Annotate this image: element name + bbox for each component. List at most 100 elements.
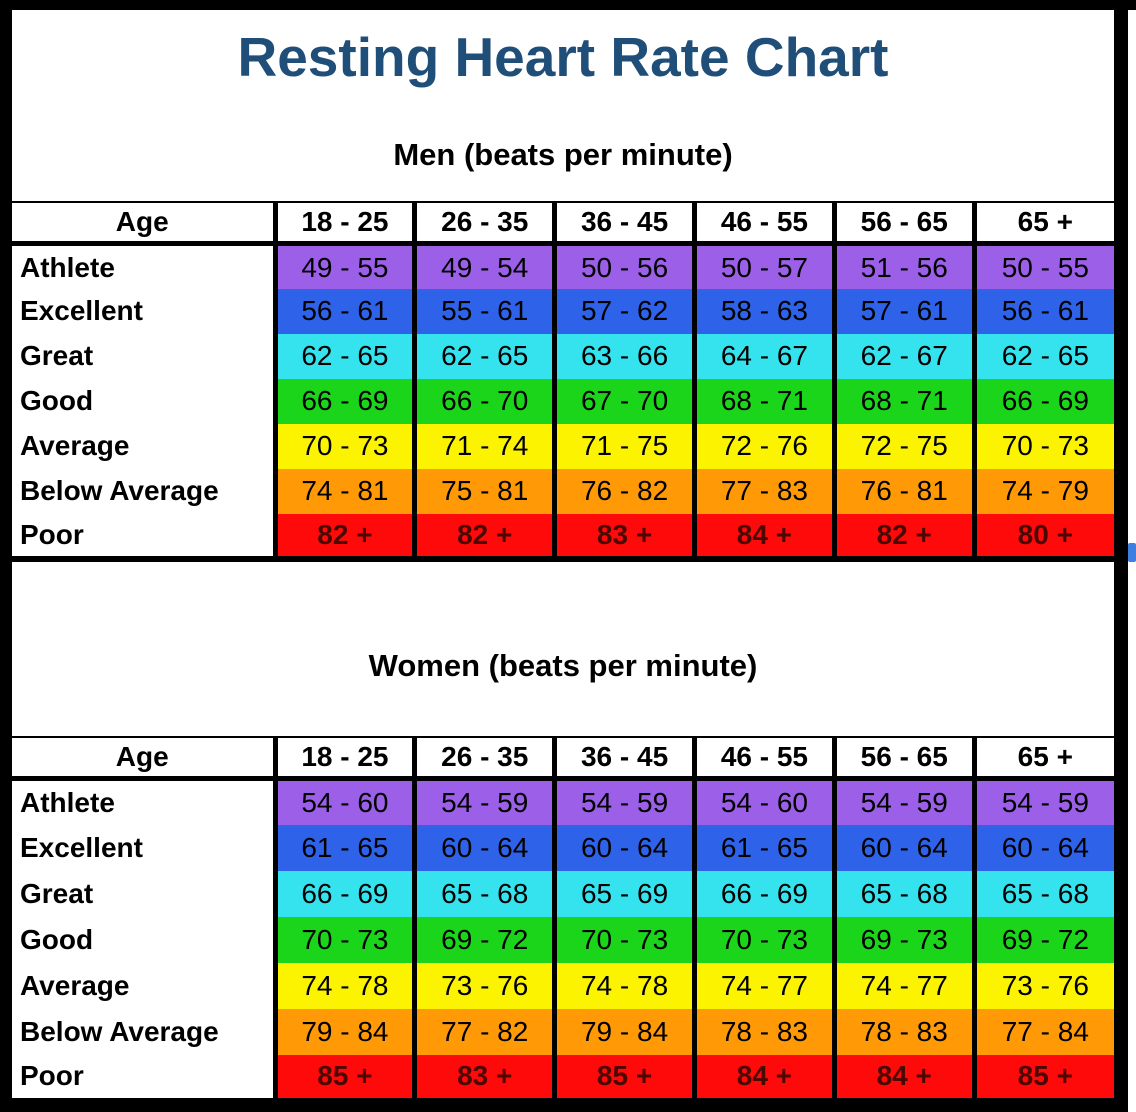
table-row: Athlete 54 - 60 54 - 59 54 - 59 54 - 60 … [12,778,1114,825]
age-col-header: 26 - 35 [412,200,558,247]
table-cell: 70 - 73 [971,423,1114,469]
table-cell: 65 - 68 [831,870,977,917]
age-header-row: Age 18 - 25 26 - 35 36 - 45 46 - 55 56 -… [12,200,1114,247]
age-col-header: 56 - 65 [831,735,977,782]
age-col-header: 18 - 25 [272,200,418,247]
table-cell: 66 - 69 [971,378,1114,424]
table-cell: 84 + [831,1054,977,1104]
table-cell: 71 - 75 [552,423,697,469]
table-cell: 73 - 76 [971,962,1114,1009]
row-label-cell: Below Average [12,468,278,514]
table-cell: 70 - 73 [552,916,697,963]
row-label-cell: Poor [12,1054,278,1104]
table-cell: 68 - 71 [831,378,977,424]
table-row: Good 66 - 69 66 - 70 67 - 70 68 - 71 68 … [12,378,1114,424]
table-cell: 62 - 65 [971,333,1114,379]
table-cell: 54 - 60 [691,778,837,825]
table-cell: 62 - 65 [412,333,558,379]
table-cell: 68 - 71 [691,378,837,424]
table-cell: 61 - 65 [691,824,837,871]
table-cell: 50 - 57 [691,243,837,289]
table-cell: 74 - 77 [831,962,977,1009]
table-row: Good 70 - 73 69 - 72 70 - 73 70 - 73 69 … [12,916,1114,963]
age-col-header: 36 - 45 [552,200,697,247]
row-label-cell: Excellent [12,824,278,871]
table-cell: 73 - 76 [412,962,558,1009]
row-label-cell: Below Average [12,1008,278,1055]
table-cell: 67 - 70 [552,378,697,424]
table-cell: 82 + [412,513,558,562]
row-label-cell: Athlete [12,243,278,289]
table-cell: 84 + [691,513,837,562]
age-header-row: Age 18 - 25 26 - 35 36 - 45 46 - 55 56 -… [12,735,1114,782]
table-cell: 69 - 72 [971,916,1114,963]
table-row: Excellent 61 - 65 60 - 64 60 - 64 61 - 6… [12,824,1114,871]
table-cell: 57 - 61 [831,288,977,334]
table-cell: 60 - 64 [412,824,558,871]
table-cell: 72 - 76 [691,423,837,469]
table-cell: 74 - 79 [971,468,1114,514]
table-cell: 69 - 73 [831,916,977,963]
table-cell: 69 - 72 [412,916,558,963]
table-row: Great 66 - 69 65 - 68 65 - 69 66 - 69 65… [12,870,1114,917]
table-cell: 77 - 84 [971,1008,1114,1055]
table-cell: 65 - 68 [971,870,1114,917]
table-cell: 70 - 73 [272,423,418,469]
table-cell: 49 - 55 [272,243,418,289]
table-cell: 61 - 65 [272,824,418,871]
table-cell: 50 - 56 [552,243,697,289]
table-cell: 74 - 77 [691,962,837,1009]
age-col-header: 18 - 25 [272,735,418,782]
table-cell: 65 - 69 [552,870,697,917]
table-cell: 56 - 61 [971,288,1114,334]
table-cell: 85 + [552,1054,697,1104]
age-col-header: 46 - 55 [691,200,837,247]
table-cell: 49 - 54 [412,243,558,289]
table-cell: 65 - 68 [412,870,558,917]
table-cell: 79 - 84 [272,1008,418,1055]
table-cell: 54 - 60 [272,778,418,825]
table-cell: 66 - 69 [691,870,837,917]
section-heading-women: Women (beats per minute) [368,647,758,683]
table-row: Average 74 - 78 73 - 76 74 - 78 74 - 77 … [12,962,1114,1009]
table-cell: 56 - 61 [272,288,418,334]
table-cell: 60 - 64 [552,824,697,871]
table-cell: 54 - 59 [552,778,697,825]
table-cell: 55 - 61 [412,288,558,334]
table-cell: 64 - 67 [691,333,837,379]
women-table: Age 18 - 25 26 - 35 36 - 45 46 - 55 56 -… [12,735,1114,1104]
table-cell: 76 - 82 [552,468,697,514]
table-cell: 85 + [971,1054,1114,1104]
table-cell: 72 - 75 [831,423,977,469]
table-row: Great 62 - 65 62 - 65 63 - 66 64 - 67 62… [12,333,1114,379]
table-cell: 71 - 74 [412,423,558,469]
age-col-header: 65 + [971,200,1114,247]
row-label-cell: Great [12,870,278,917]
age-col-header: 65 + [971,735,1114,782]
men-table: Age 18 - 25 26 - 35 36 - 45 46 - 55 56 -… [12,200,1114,562]
age-header-cell: Age [12,735,278,782]
row-label-cell: Excellent [12,288,278,334]
table-cell: 50 - 55 [971,243,1114,289]
table-cell: 83 + [412,1054,558,1104]
table-cell: 54 - 59 [412,778,558,825]
table-cell: 84 + [691,1054,837,1104]
table-cell: 66 - 69 [272,378,418,424]
table-cell: 83 + [552,513,697,562]
table-cell: 66 - 69 [272,870,418,917]
table-row: Below Average 79 - 84 77 - 82 79 - 84 78… [12,1008,1114,1055]
table-cell: 77 - 83 [691,468,837,514]
table-cell: 70 - 73 [272,916,418,963]
age-col-header: 36 - 45 [552,735,697,782]
table-cell: 74 - 78 [272,962,418,1009]
age-col-header: 26 - 35 [412,735,558,782]
table-cell: 80 + [971,513,1114,562]
table-cell: 60 - 64 [971,824,1114,871]
table-row: Below Average 74 - 81 75 - 81 76 - 82 77… [12,468,1114,514]
table-cell: 54 - 59 [971,778,1114,825]
row-label-cell: Average [12,423,278,469]
table-row: Poor 82 + 82 + 83 + 84 + 82 + 80 + [12,513,1114,562]
row-label-cell: Athlete [12,778,278,825]
table-row: Average 70 - 73 71 - 74 71 - 75 72 - 76 … [12,423,1114,469]
